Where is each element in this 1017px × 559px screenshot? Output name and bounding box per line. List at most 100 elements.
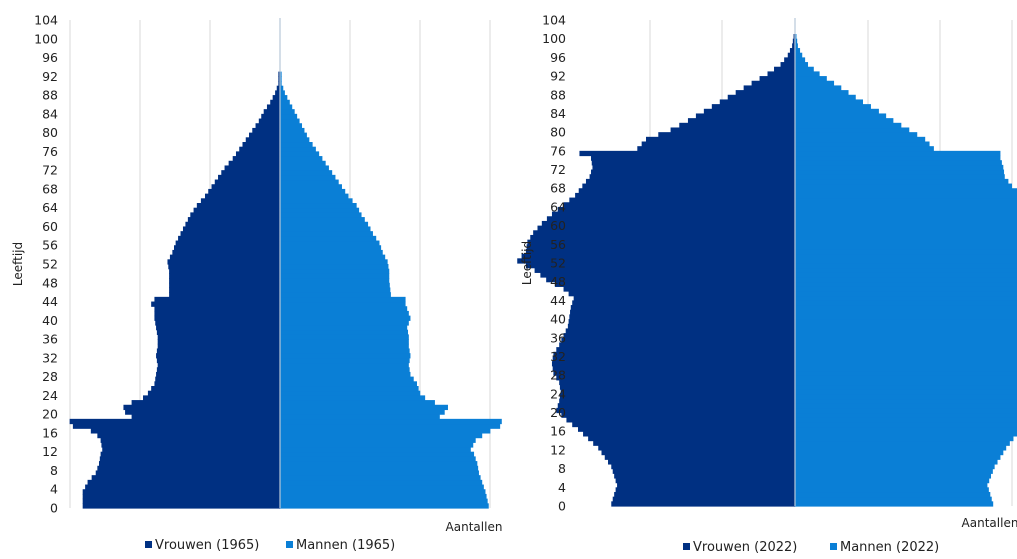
mannen-bar <box>280 442 474 448</box>
vrouwen-bar <box>156 329 280 335</box>
vrouwen-bar <box>154 296 280 303</box>
mannen-bar <box>280 310 409 317</box>
vrouwen-bar <box>156 367 280 373</box>
mannen-bar <box>280 174 336 181</box>
mannen-bar <box>795 34 797 40</box>
x-axis-title: Aantallen <box>446 520 503 534</box>
vrouwen-bar <box>252 127 280 134</box>
vrouwen-bar <box>534 267 795 273</box>
vrouwen-bar <box>759 76 795 82</box>
mannen-bar <box>280 484 484 490</box>
vrouwen-bar <box>278 81 280 87</box>
vrouwen-bar <box>563 333 795 339</box>
mannen-bar <box>280 423 501 429</box>
vrouwen-bar <box>193 207 280 213</box>
vrouwen-bar <box>185 221 280 228</box>
vrouwen-bar <box>601 449 795 456</box>
vrouwen-bar <box>182 226 280 232</box>
mannen-bar <box>795 314 1017 320</box>
vrouwen-bar <box>157 362 280 368</box>
vrouwen-bar <box>169 273 280 279</box>
mannen-bar <box>280 503 489 509</box>
vrouwen-bar <box>593 440 795 446</box>
vrouwen-bar <box>242 142 280 148</box>
mannen-bar <box>280 217 365 223</box>
vrouwen-bar <box>561 412 795 418</box>
mannen-bar <box>795 431 1017 437</box>
y-tick-label: 80 <box>42 125 58 140</box>
legend-entry: Vrouwen (2022) <box>693 540 797 555</box>
y-tick-label: 0 <box>50 501 58 516</box>
mannen-bar <box>280 339 409 345</box>
mannen-bar <box>795 403 1017 409</box>
legend-entry: Mannen (1965) <box>296 538 395 553</box>
mannen-bar <box>795 62 809 68</box>
mannen-bar <box>795 305 1017 311</box>
vrouwen-bar <box>155 376 280 382</box>
vrouwen-bar <box>604 454 795 460</box>
mannen-bar <box>280 123 303 129</box>
vrouwen-bar <box>151 301 280 307</box>
vrouwen-bar <box>559 342 795 348</box>
mannen-bar <box>795 216 1017 222</box>
mannen-bar <box>795 52 803 58</box>
mannen-bar <box>280 400 435 406</box>
vrouwen-bar <box>196 203 280 209</box>
mannen-bar <box>795 356 1017 362</box>
vrouwen-bar <box>521 253 795 259</box>
mannen-bar <box>280 353 411 359</box>
vrouwen-bar <box>525 248 795 255</box>
mannen-bar <box>795 309 1017 316</box>
vrouwen-bar <box>156 371 280 378</box>
vrouwen-bar <box>156 325 280 331</box>
y-tick-label: 68 <box>550 181 566 196</box>
mannen-bar <box>795 337 1017 344</box>
mannen-bar <box>795 43 798 49</box>
vrouwen-bar <box>553 370 795 376</box>
mannen-bar <box>795 66 814 73</box>
mannen-bar <box>280 376 414 382</box>
y-tick-label: 96 <box>550 50 566 65</box>
vrouwen-bar <box>101 442 280 448</box>
mannen-bar <box>795 445 1007 451</box>
mannen-bar <box>280 404 448 411</box>
vrouwen-bar <box>568 291 795 297</box>
vrouwen-bar <box>572 421 795 428</box>
vrouwen-bar <box>598 445 795 451</box>
y-tick-label: 68 <box>42 181 58 196</box>
y-tick-label: 0 <box>558 499 566 514</box>
vrouwen-bar <box>98 461 280 467</box>
vrouwen-bar <box>556 347 795 353</box>
vrouwen-bar <box>743 85 795 91</box>
vrouwen-bar <box>556 375 795 381</box>
y-tick-label: 72 <box>42 163 58 178</box>
mannen-bar <box>795 449 1004 456</box>
mannen-bar <box>795 118 894 124</box>
y-tick-label: 92 <box>550 69 566 84</box>
mannen-bar <box>795 421 1017 428</box>
mannen-bar <box>280 212 362 218</box>
y-tick-label: 24 <box>550 386 566 401</box>
vrouwen-bar <box>567 323 795 330</box>
mannen-bar <box>795 183 1012 189</box>
mannen-bar <box>280 325 408 331</box>
vrouwen-bar <box>735 90 795 96</box>
mannen-bar <box>795 192 1017 199</box>
mannen-bar <box>280 390 421 396</box>
y-tick-label: 20 <box>42 407 58 422</box>
mannen-bar <box>795 272 1017 278</box>
vrouwen-bar <box>727 94 795 101</box>
vrouwen-bar <box>541 220 795 227</box>
vrouwen-bar <box>552 365 795 372</box>
mannen-bar <box>795 239 1017 245</box>
vrouwen-bar <box>565 328 795 334</box>
mannen-bar <box>280 329 409 335</box>
mannen-bar <box>795 412 1017 418</box>
vrouwen-bar <box>570 309 795 316</box>
mannen-bar <box>795 277 1017 283</box>
mannen-bar <box>795 389 1017 395</box>
mannen-bar <box>795 295 1017 301</box>
mannen-bar <box>280 367 410 373</box>
mannen-bar <box>280 395 426 401</box>
